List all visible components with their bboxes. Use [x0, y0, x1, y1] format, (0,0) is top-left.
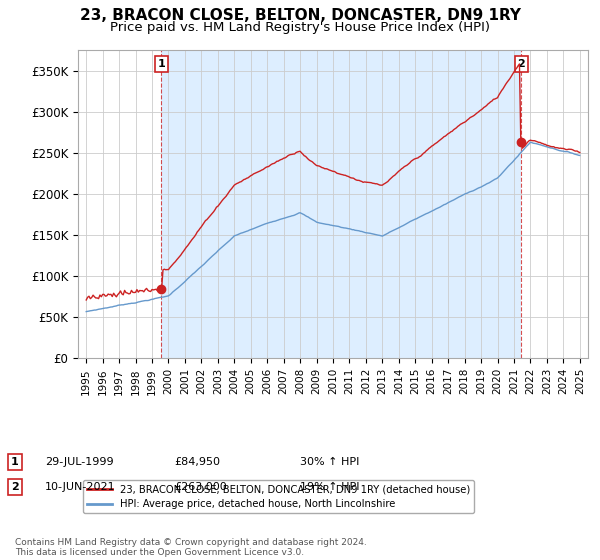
Text: 1: 1: [11, 457, 19, 467]
Text: 30% ↑ HPI: 30% ↑ HPI: [300, 457, 359, 467]
Text: 10-JUN-2021: 10-JUN-2021: [45, 482, 116, 492]
Text: 19% ↑ HPI: 19% ↑ HPI: [300, 482, 359, 492]
Legend: 23, BRACON CLOSE, BELTON, DONCASTER, DN9 1RY (detached house), HPI: Average pric: 23, BRACON CLOSE, BELTON, DONCASTER, DN9…: [83, 480, 474, 514]
Text: £84,950: £84,950: [174, 457, 220, 467]
Text: 29-JUL-1999: 29-JUL-1999: [45, 457, 113, 467]
Bar: [161, 50, 521, 358]
Text: 23, BRACON CLOSE, BELTON, DONCASTER, DN9 1RY: 23, BRACON CLOSE, BELTON, DONCASTER, DN9…: [79, 8, 521, 24]
Text: Contains HM Land Registry data © Crown copyright and database right 2024.
This d: Contains HM Land Registry data © Crown c…: [15, 538, 367, 557]
Text: 2: 2: [517, 59, 525, 69]
Text: 2: 2: [11, 482, 19, 492]
Text: 1: 1: [158, 59, 165, 69]
Text: £263,000: £263,000: [174, 482, 227, 492]
Text: Price paid vs. HM Land Registry's House Price Index (HPI): Price paid vs. HM Land Registry's House …: [110, 21, 490, 34]
